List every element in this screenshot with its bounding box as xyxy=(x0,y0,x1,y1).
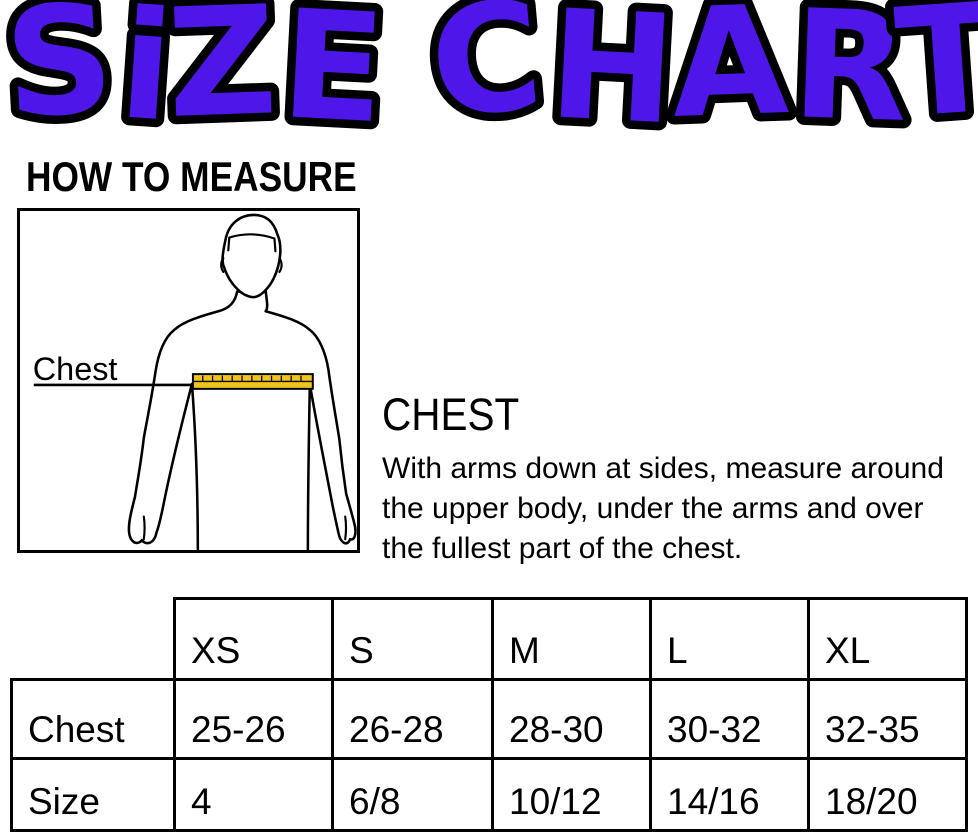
table-cell-chest-xl: 32-35 xyxy=(807,678,968,757)
right-hand-finger-line xyxy=(344,515,348,541)
table-header-m: M xyxy=(491,597,649,678)
table-header-l: L xyxy=(649,597,807,678)
table-corner-cell xyxy=(10,597,173,678)
table-cell-chest-xs: 25-26 xyxy=(173,678,331,757)
table-header-xl: XL xyxy=(807,597,968,678)
measurement-figure-box: Chest xyxy=(17,208,360,553)
torso-outline xyxy=(127,289,357,550)
chest-measure-label: Chest xyxy=(33,351,118,387)
size-chart-table: XS S M L XL Chest 25-26 26-28 28-30 30-3… xyxy=(10,597,968,832)
chest-section-heading: CHEST xyxy=(382,389,520,440)
table-cell-size-l: 14/16 xyxy=(649,757,807,832)
chest-section: CHEST With arms down at sides, measure a… xyxy=(382,392,972,569)
table-cell-chest-s: 26-28 xyxy=(331,678,491,757)
left-ear xyxy=(220,257,225,274)
table-cell-chest-m: 28-30 xyxy=(491,678,649,757)
page-title-text: SiZE CHART xyxy=(1,0,978,159)
chest-section-description: With arms down at sides, measure around … xyxy=(382,452,944,565)
table-cell-size-m: 10/12 xyxy=(491,757,649,832)
table-cell-size-xl: 18/20 xyxy=(807,757,968,832)
left-hand-finger-line xyxy=(142,515,146,541)
page-title: SiZE CHART xyxy=(0,0,978,167)
table-header-s: S xyxy=(331,597,491,678)
table-cell-size-xs: 4 xyxy=(173,757,331,832)
table-row-label-size: Size xyxy=(10,757,173,832)
hairline xyxy=(227,233,277,253)
torso-measurement-diagram: Chest xyxy=(33,213,357,550)
head-outline xyxy=(221,213,282,299)
table-row-label-chest: Chest xyxy=(10,678,173,757)
how-to-measure-heading: HOW TO MEASURE xyxy=(26,153,357,200)
table-header-xs: XS xyxy=(173,597,331,678)
right-ear xyxy=(278,257,283,274)
tape-ticks xyxy=(202,375,302,382)
table-cell-chest-l: 30-32 xyxy=(649,678,807,757)
table-cell-size-s: 6/8 xyxy=(331,757,491,832)
